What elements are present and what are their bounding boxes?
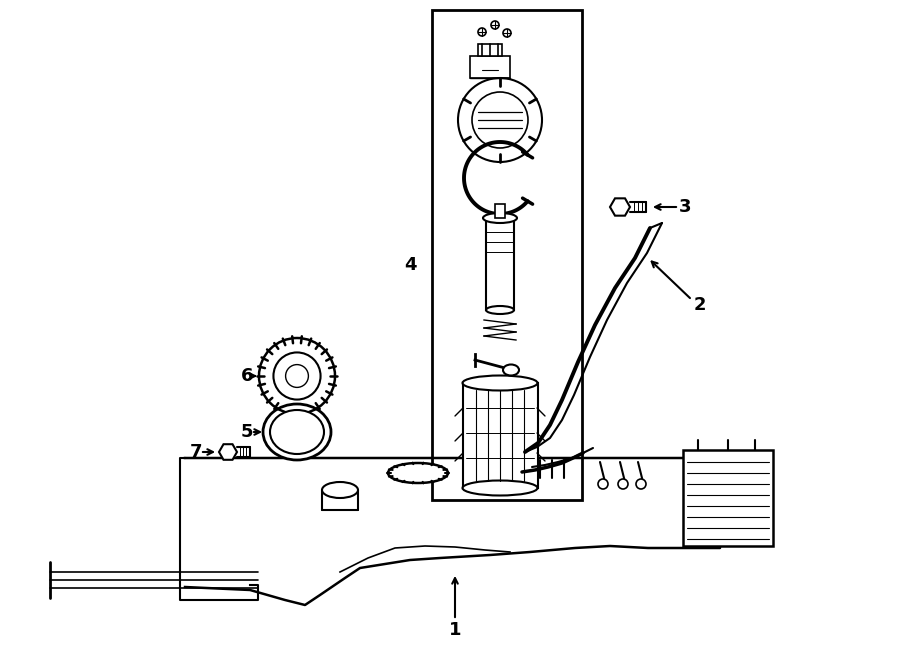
Ellipse shape	[463, 375, 537, 391]
Text: 1: 1	[449, 621, 461, 639]
Ellipse shape	[503, 364, 519, 375]
Bar	[683, 450, 773, 546]
Circle shape	[503, 29, 511, 37]
Text: 4: 4	[404, 256, 416, 274]
Bar	[486, 218, 514, 310]
Circle shape	[598, 479, 608, 489]
Text: 5: 5	[241, 423, 253, 441]
Ellipse shape	[263, 404, 331, 460]
Bar	[495, 204, 505, 218]
Ellipse shape	[463, 481, 537, 496]
Bar	[478, 44, 502, 56]
Ellipse shape	[483, 213, 517, 223]
Circle shape	[636, 479, 646, 489]
Bar	[463, 383, 538, 488]
Circle shape	[458, 78, 542, 162]
Text: 2: 2	[694, 296, 706, 314]
Polygon shape	[185, 458, 720, 605]
Ellipse shape	[322, 482, 358, 498]
Polygon shape	[219, 444, 237, 460]
Circle shape	[618, 479, 628, 489]
Ellipse shape	[272, 412, 322, 452]
Bar	[432, 10, 582, 500]
Ellipse shape	[486, 306, 514, 314]
Text: 6: 6	[241, 367, 253, 385]
Circle shape	[472, 92, 528, 148]
Polygon shape	[610, 198, 630, 215]
Ellipse shape	[270, 410, 324, 454]
Text: 3: 3	[679, 198, 691, 216]
Circle shape	[491, 21, 499, 29]
Circle shape	[478, 28, 486, 36]
Text: 7: 7	[190, 443, 203, 461]
Ellipse shape	[388, 463, 448, 483]
Bar	[470, 56, 510, 78]
